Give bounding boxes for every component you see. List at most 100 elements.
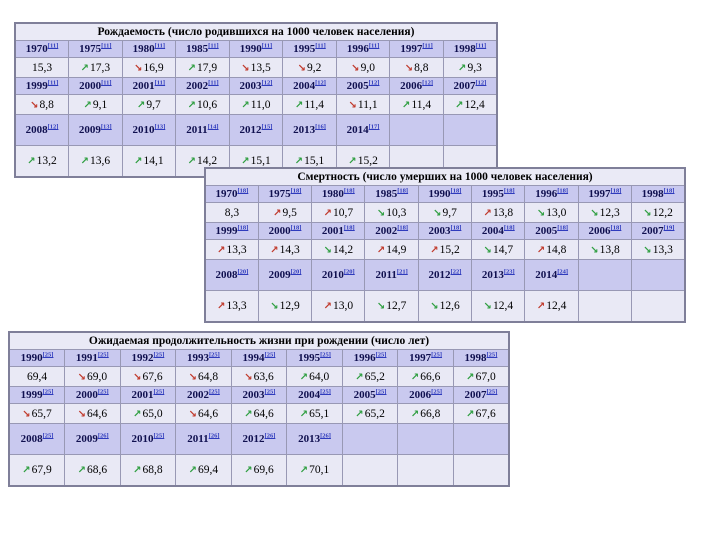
value-label: 65,0	[142, 407, 163, 420]
citation-link[interactable]: [18]	[237, 187, 249, 195]
year-header-row: 1970[11] 1975[11] 1980[11] 1985[11] 1990[11]…	[14, 40, 498, 58]
trend-down-arrow-icon: ↘	[376, 207, 386, 219]
trend-up-arrow-icon: ↗	[536, 301, 546, 312]
citation-link[interactable]: [13]	[154, 123, 166, 131]
citation-link[interactable]: [11]	[47, 42, 59, 50]
citation-link[interactable]: [11]	[475, 42, 487, 50]
citation-link[interactable]: [25]	[264, 388, 276, 396]
value-label: 13,0	[332, 300, 354, 312]
citation-link[interactable]: [26]	[208, 432, 220, 440]
year-label: 2012	[242, 433, 265, 445]
citation-link[interactable]: [18]	[397, 224, 409, 232]
citation-link[interactable]: [12]	[422, 79, 434, 87]
citation-link[interactable]: [11]	[101, 79, 112, 87]
citation-link[interactable]: [26]	[97, 432, 109, 440]
citation-link[interactable]: [12]	[47, 123, 59, 131]
citation-link[interactable]: [12]	[315, 79, 326, 87]
citation-link[interactable]: [13]	[100, 123, 112, 131]
citation-link[interactable]: [25]	[320, 388, 331, 396]
citation-link[interactable]: [25]	[486, 388, 498, 396]
citation-link[interactable]: [11]	[154, 42, 166, 50]
citation-link[interactable]: [11]	[368, 42, 380, 50]
citation-link[interactable]: [18]	[450, 187, 462, 195]
citation-link[interactable]: [18]	[343, 224, 355, 232]
citation-link[interactable]: [25]	[153, 388, 165, 396]
citation-link[interactable]: [21]	[396, 268, 408, 276]
citation-link[interactable]: [18]	[237, 224, 249, 232]
value-label: 13,3	[226, 243, 247, 256]
year-cell: 2002[18]	[364, 222, 419, 240]
value-label: 64,0	[309, 370, 330, 383]
citation-link[interactable]: [25]	[153, 351, 165, 359]
citation-link[interactable]: [16]	[315, 123, 326, 131]
citation-link[interactable]: [17]	[368, 123, 380, 131]
citation-link[interactable]: [26]	[320, 432, 331, 440]
citation-link[interactable]: [11]	[208, 79, 219, 87]
value-label: 69,4	[198, 464, 219, 476]
citation-link[interactable]: [11]	[422, 42, 433, 50]
citation-link[interactable]: [20]	[237, 268, 249, 276]
year-label: 2007	[453, 80, 476, 92]
value-cell: ↘12,9	[257, 290, 313, 323]
empty-cell	[341, 454, 399, 487]
citation-link[interactable]: [15]	[261, 123, 273, 131]
citation-link[interactable]: [12]	[475, 79, 487, 87]
citation-link[interactable]: [25]	[264, 351, 276, 359]
citation-link[interactable]: [24]	[557, 268, 569, 276]
citation-link[interactable]: [22]	[450, 268, 462, 276]
citation-link[interactable]: [18]	[343, 187, 355, 195]
citation-link[interactable]: [12]	[261, 79, 273, 87]
citation-link[interactable]: [18]	[290, 224, 302, 232]
citation-link[interactable]: [18]	[397, 187, 409, 195]
trend-up-arrow-icon: ↗	[244, 408, 253, 420]
citation-link[interactable]: [18]	[610, 224, 622, 232]
citation-link[interactable]: [11]	[208, 42, 219, 50]
citation-link[interactable]: [18]	[290, 187, 302, 195]
citation-link[interactable]: [26]	[264, 432, 276, 440]
citation-link[interactable]: [25]	[42, 351, 54, 359]
citation-link[interactable]: [25]	[153, 432, 165, 440]
trend-up-arrow-icon: ↗	[217, 244, 226, 256]
citation-link[interactable]: [11]	[101, 42, 112, 50]
citation-link[interactable]: [20]	[290, 268, 302, 276]
citation-link[interactable]: [18]	[610, 187, 622, 195]
citation-link[interactable]: [18]	[503, 187, 515, 195]
citation-link[interactable]: [25]	[375, 388, 387, 396]
citation-link[interactable]: [18]	[663, 187, 675, 195]
value-cell: 8,3	[204, 202, 259, 223]
citation-link[interactable]: [20]	[343, 268, 355, 276]
year-cell: 1995[18]	[471, 185, 526, 203]
year-label: 2013	[481, 269, 504, 281]
citation-link[interactable]: [25]	[320, 351, 331, 359]
citation-link[interactable]: [25]	[208, 388, 220, 396]
citation-link[interactable]: [11]	[261, 42, 273, 50]
citation-link[interactable]: [19]	[663, 224, 675, 232]
citation-link[interactable]: [18]	[557, 187, 569, 195]
citation-link[interactable]: [23]	[503, 268, 515, 276]
year-header-row: 1990[25] 1991[25] 1992[25] 1993[25] 1994[25]…	[8, 349, 510, 367]
citation-link[interactable]: [25]	[97, 351, 109, 359]
value-cell: ↗9,7	[121, 94, 177, 115]
citation-link[interactable]: [12]	[368, 79, 380, 87]
citation-link[interactable]: [11]	[154, 79, 166, 87]
citation-link[interactable]: [25]	[42, 388, 54, 396]
citation-link[interactable]: [11]	[315, 42, 326, 50]
citation-link[interactable]: [11]	[47, 79, 59, 87]
value-row: ↗67,9 ↗68,6 ↗68,8 ↗69,4 ↗69,6 ↗70,1	[8, 454, 510, 487]
citation-link[interactable]: [25]	[375, 351, 387, 359]
value-cell: ↘11,1	[335, 94, 391, 115]
citation-link[interactable]: [25]	[97, 388, 109, 396]
year-label: 2003	[428, 225, 451, 237]
citation-link[interactable]: [25]	[208, 351, 220, 359]
citation-link[interactable]: [25]	[42, 432, 54, 440]
citation-link[interactable]: [25]	[486, 351, 498, 359]
citation-link[interactable]: [14]	[207, 123, 219, 131]
citation-link[interactable]: [18]	[450, 224, 462, 232]
citation-link[interactable]: [25]	[431, 388, 443, 396]
year-label: 1995	[481, 188, 504, 200]
citation-link[interactable]: [18]	[503, 224, 515, 232]
value-label: 64,6	[198, 407, 219, 420]
citation-link[interactable]: [25]	[431, 351, 443, 359]
citation-link[interactable]: [18]	[557, 224, 569, 232]
value-cell: ↗65,0	[119, 403, 177, 424]
